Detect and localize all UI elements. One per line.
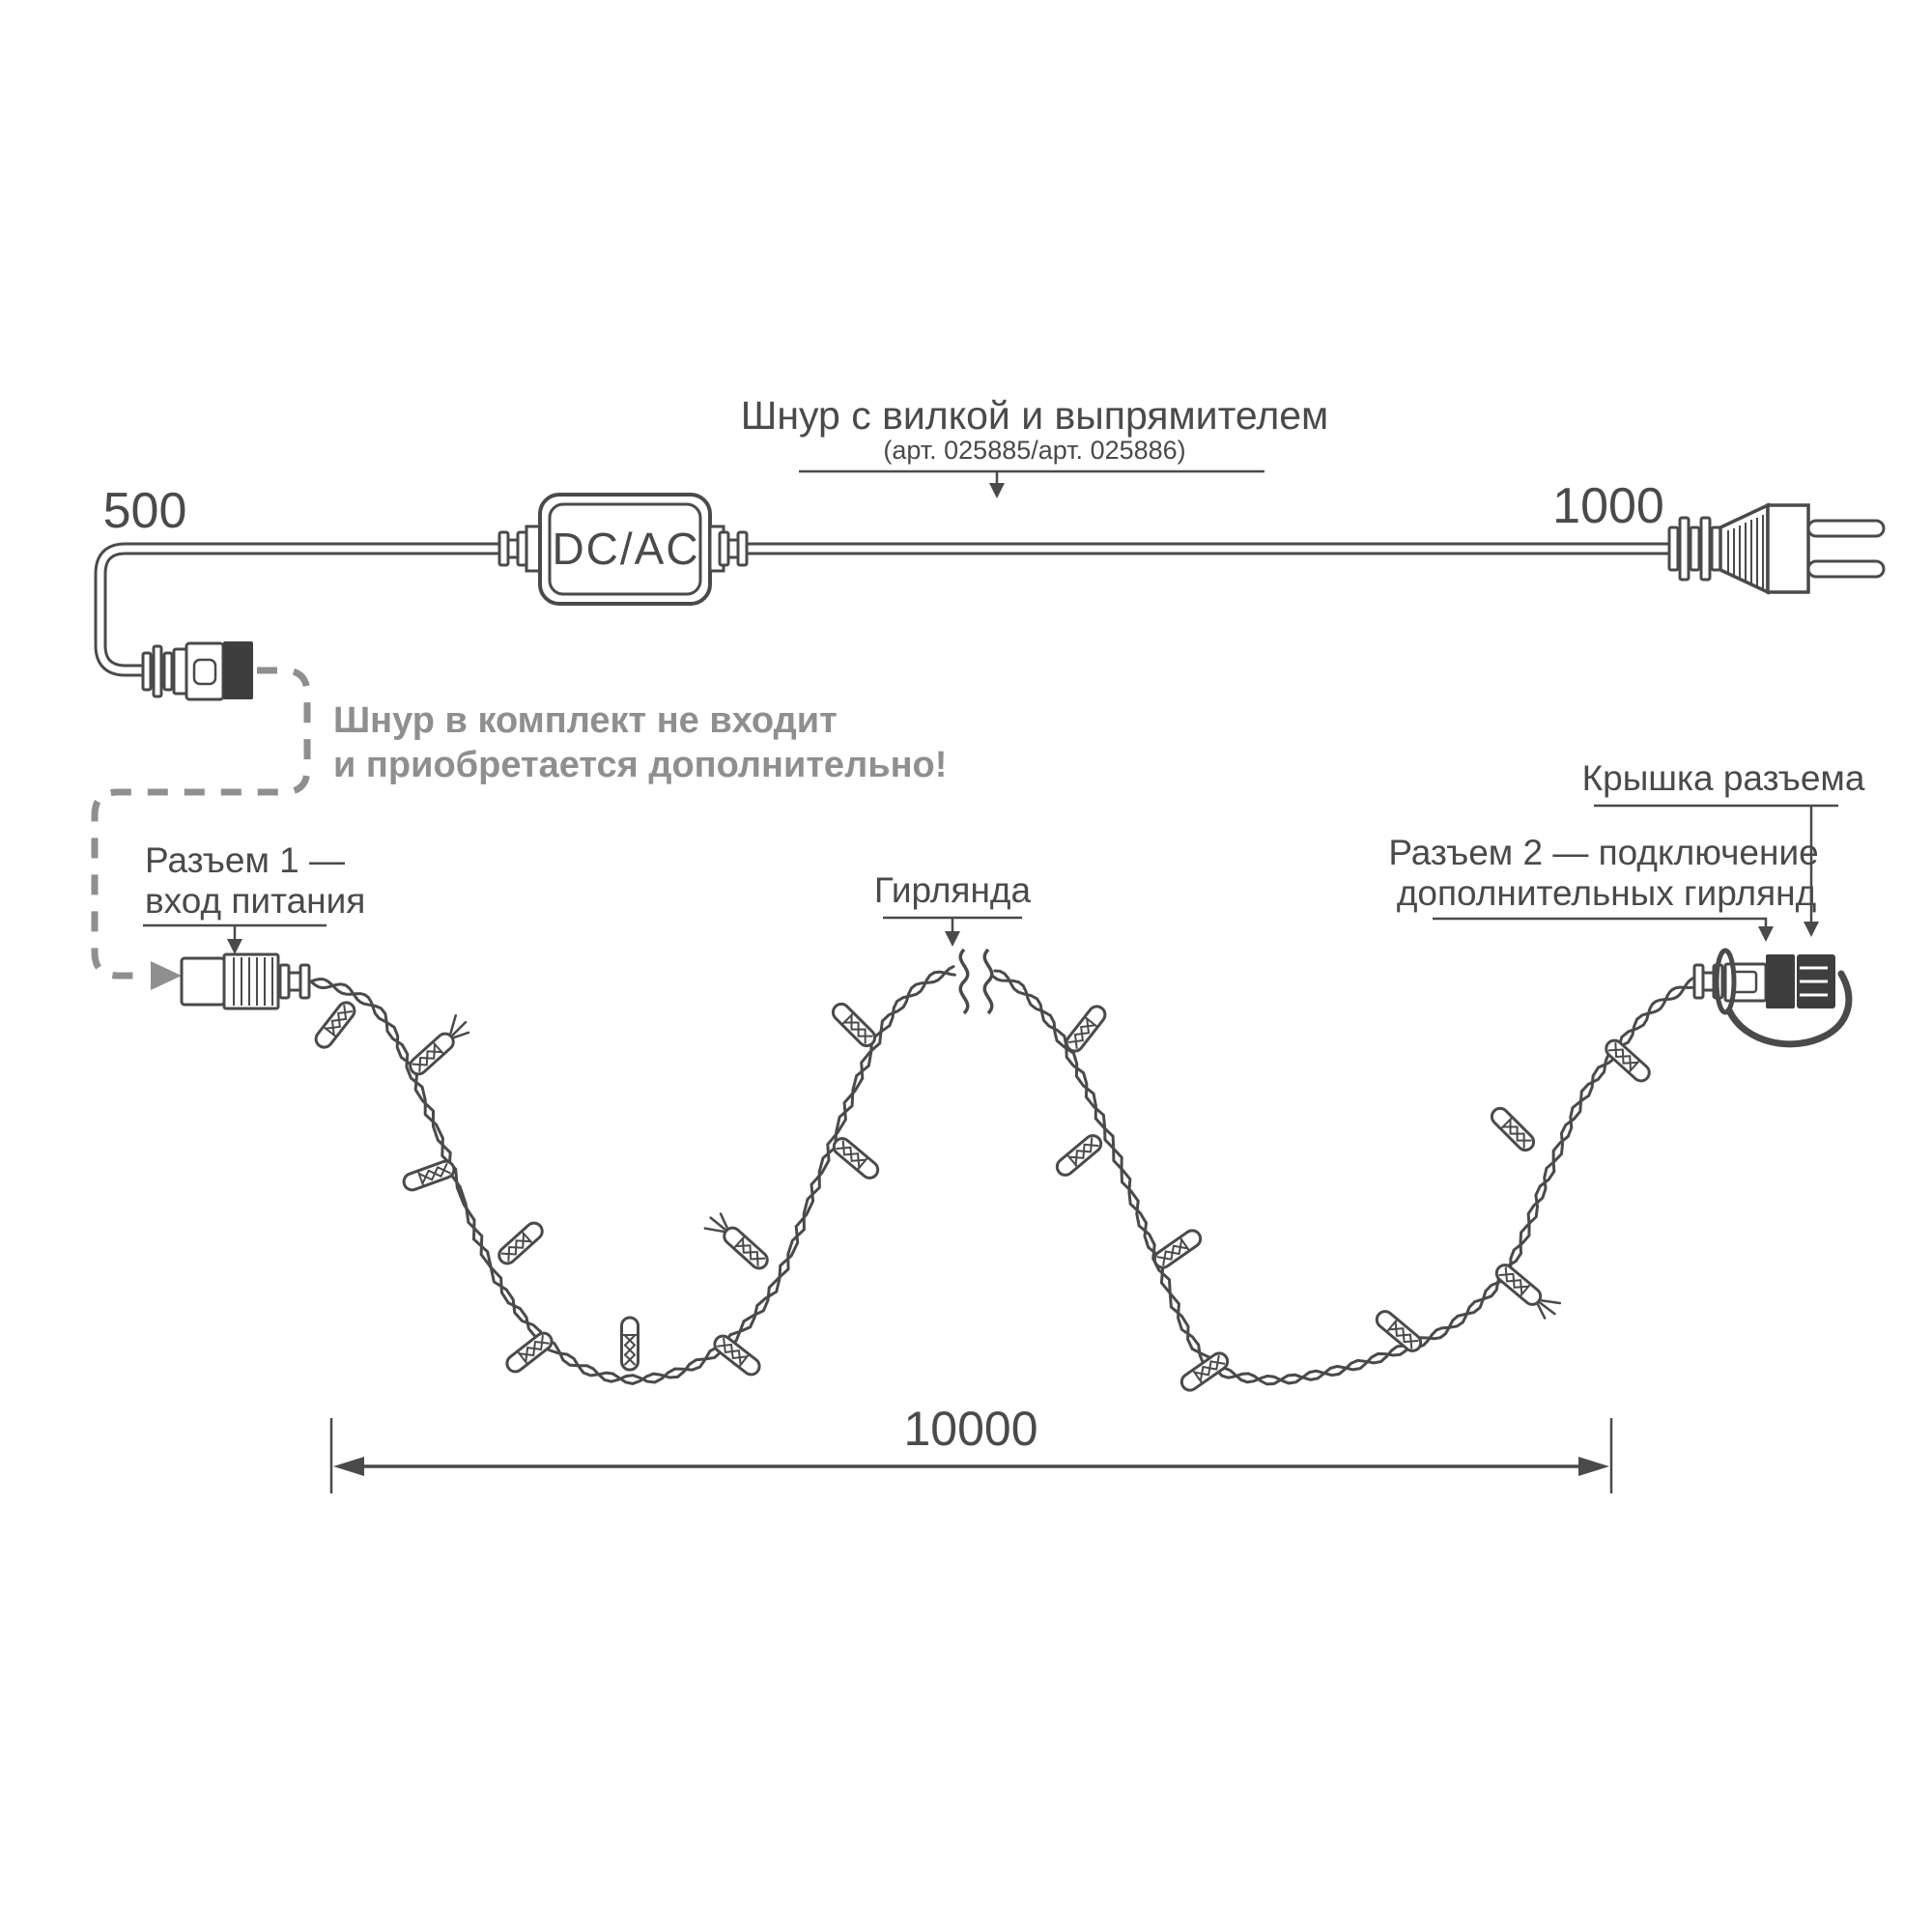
bulb-sprig — [709, 1216, 726, 1231]
length-1000-label: 1000 — [1552, 478, 1664, 534]
led-bulb — [1375, 1310, 1423, 1352]
garland-arrowhead — [945, 931, 960, 947]
led-bulb — [1065, 1005, 1107, 1053]
length-10000-label: 10000 — [903, 1402, 1037, 1456]
cord-note-line2: и приобретается дополнительно! — [333, 745, 947, 785]
led-bulb — [713, 1334, 761, 1377]
cord-title: Шнур с вилкой и выпрямителем — [741, 393, 1329, 438]
led-bulb — [314, 1001, 356, 1049]
cord-end-connector — [141, 641, 253, 701]
connector1-label-line1: Разъем 1 — — [145, 840, 345, 880]
garland-assembly: Разъем 1 — вход питания Гирлянда Крышка … — [143, 758, 1865, 1493]
cord-note-line1: Шнур в комплект не входит — [333, 700, 838, 741]
cord-left-segment — [94, 542, 502, 677]
cap-arrowhead — [1804, 922, 1819, 937]
connector1-label-line2: вход питания — [145, 881, 365, 921]
connector2-arrowhead — [1758, 926, 1774, 942]
led-bulb — [620, 1316, 639, 1372]
sealing-ring — [1714, 948, 1737, 1015]
led-bulb — [1494, 1264, 1562, 1320]
power-cord-assembly: Шнур с вилкой и выпрямителем (арт. 02588… — [91, 393, 1886, 990]
led-bulb — [831, 1002, 877, 1048]
garland-wire-strand — [309, 965, 1700, 1386]
length-500-label: 500 — [103, 483, 187, 539]
led-bulb — [832, 1137, 880, 1179]
cord-subtitle: (арт. 025885/арт. 025886) — [883, 436, 1185, 465]
bulb-sprig — [1537, 1303, 1547, 1320]
connector2-socket — [1766, 954, 1795, 1009]
led-bulb — [703, 1212, 769, 1270]
connector2-leader-line — [1433, 917, 1768, 928]
bulb-sprig — [451, 1020, 468, 1037]
led-bulb — [1152, 1229, 1203, 1269]
bulb-sprig — [1538, 1301, 1556, 1316]
garland-cable — [309, 965, 1700, 1386]
led-bulb — [402, 1159, 456, 1192]
bulb-sprig — [719, 1212, 728, 1229]
led-bulb — [505, 1331, 554, 1374]
led-bulb — [1605, 1038, 1651, 1083]
length-dimension: 10000 — [329, 1402, 1613, 1493]
cord-connector-cap — [223, 641, 253, 699]
dashed-route-arrowhead — [151, 961, 182, 990]
garland-label: Гирлянда — [874, 870, 1032, 910]
bulb-sprig — [703, 1227, 724, 1234]
dcac-label: DC/AC — [552, 524, 699, 574]
connector2-label-line1: Разъем 2 — подключение — [1388, 833, 1818, 872]
connector2-label-line2: дополнительных гирлянд — [1397, 873, 1816, 913]
bulb-sprig — [1540, 1299, 1562, 1305]
led-bulb — [497, 1221, 544, 1265]
led-bulb — [1179, 1351, 1230, 1392]
dcac-converter: DC/AC — [497, 493, 749, 606]
led-bulb — [409, 1013, 470, 1076]
led-bulb — [1490, 1106, 1536, 1152]
cap-label: Крышка разъема — [1582, 758, 1865, 798]
garland-input-connector — [180, 952, 311, 1010]
dimension-arrowhead-left — [333, 1457, 364, 1476]
bulb-sprig — [453, 1031, 470, 1039]
dashed-connection-route — [91, 667, 311, 980]
connector1-arrowhead — [227, 939, 242, 954]
plug-pin — [1806, 519, 1886, 538]
title-arrowhead — [989, 483, 1005, 498]
cap-tether-cord — [1725, 970, 1853, 1048]
power-plug — [1667, 502, 1886, 595]
garland-wire-strand — [309, 970, 1696, 1385]
break-symbol — [958, 948, 994, 1015]
garland-bulbs — [314, 1001, 1651, 1392]
dimension-arrowhead-right — [1578, 1457, 1609, 1476]
bulb-sprig — [449, 1013, 457, 1035]
plug-pin — [1806, 559, 1886, 579]
garland-output-connector — [1692, 948, 1853, 1048]
led-bulb — [1055, 1134, 1103, 1177]
